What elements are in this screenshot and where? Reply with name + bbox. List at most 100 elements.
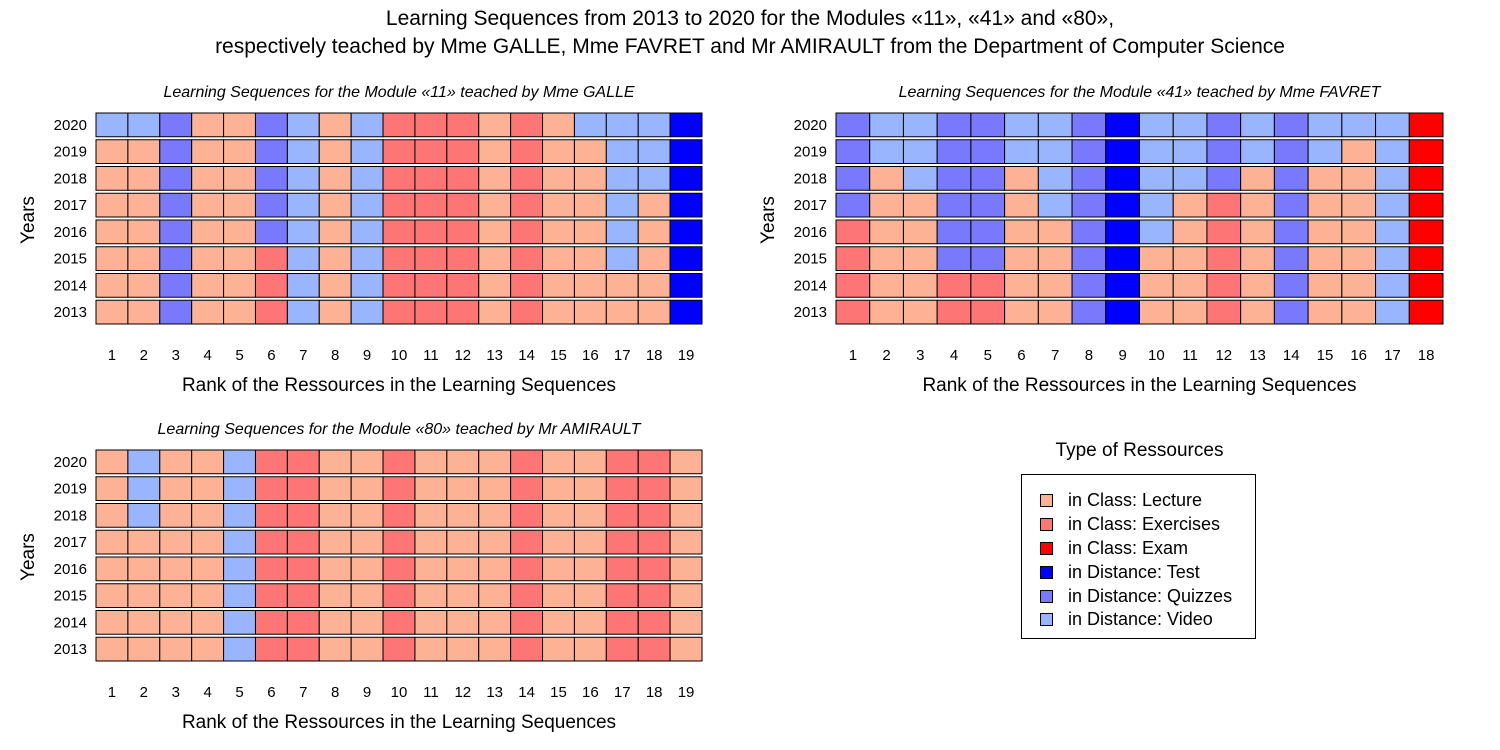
heatmap-cell [605, 503, 639, 528]
heatmap-cell [286, 610, 320, 635]
heatmap-cell [510, 610, 544, 635]
heatmap-cell [414, 610, 448, 635]
legend-item-exercises: in Class: Exercises [1022, 513, 1255, 537]
heatmap-cell [1375, 139, 1410, 164]
heatmap-cell [835, 299, 871, 325]
heatmap-cell [637, 583, 671, 608]
legend-item-video: in Distance: Video [1022, 608, 1255, 632]
heatmap-cell [573, 273, 607, 298]
heatmap-cell [350, 166, 384, 191]
heatmap-cell [573, 219, 607, 245]
heatmap-cell [902, 192, 938, 218]
y-tick-label: 2014 [794, 277, 827, 294]
heatmap-cell [1071, 246, 1107, 271]
heatmap-cell [1172, 112, 1208, 138]
x-tick-label: 3 [916, 347, 924, 364]
heatmap-cell [542, 556, 575, 582]
heatmap-cell [669, 299, 703, 325]
heatmap-cell [318, 476, 352, 501]
heatmap-cell [573, 166, 607, 191]
heatmap-cell [414, 503, 448, 528]
heatmap-cell [254, 112, 288, 138]
x-tick-label: 4 [950, 347, 958, 364]
heatmap-cell [286, 556, 320, 582]
heatmap-cell [350, 219, 384, 245]
heatmap-cell [605, 166, 639, 191]
x-tick-label: 3 [172, 684, 180, 701]
panel-title-3: Learning Sequences for the Module «80» t… [158, 421, 642, 438]
heatmap-cell [1071, 139, 1107, 164]
heatmap-cell [1105, 166, 1141, 191]
heatmap-cell [446, 299, 480, 325]
heatmap-cell [254, 139, 288, 164]
heatmap-cell [573, 192, 607, 218]
heatmap-cell [286, 449, 320, 475]
y-tick-label: 2015 [54, 588, 87, 605]
heatmap-cell [1071, 112, 1107, 138]
heatmap-cell [95, 273, 129, 298]
heatmap-cell [1375, 273, 1410, 298]
y-tick-label: 2015 [794, 251, 827, 268]
heatmap-cell [159, 192, 193, 218]
heatmap-cell [970, 139, 1006, 164]
heatmap-cell [414, 246, 448, 271]
heatmap-cell [318, 299, 352, 325]
heatmap-cell [350, 610, 384, 635]
y-axis-label-3: Years [18, 533, 39, 581]
heatmap-cell [669, 219, 703, 245]
heatmap-cell [573, 112, 607, 138]
heatmap-cell [637, 503, 671, 528]
heatmap-cell [446, 529, 480, 555]
heatmap-cell [159, 529, 193, 555]
x-tick-label: 13 [1249, 347, 1266, 364]
heatmap-cell [127, 503, 161, 528]
heatmap-cell [637, 476, 671, 501]
heatmap-cell [159, 636, 193, 662]
heatmap-cell [95, 166, 129, 191]
heatmap-cell [414, 636, 448, 662]
legend-swatch-lecture [1040, 494, 1053, 508]
heatmap-cell [286, 476, 320, 501]
heatmap-cell [542, 139, 575, 164]
heatmap-cell [1105, 219, 1141, 245]
heatmap-cell [1408, 246, 1444, 271]
heatmap-cell [1206, 112, 1242, 138]
heatmap-cell [573, 246, 607, 271]
heatmap-cell [573, 583, 607, 608]
heatmap-cell [835, 139, 871, 164]
heatmap-cell [669, 166, 703, 191]
heatmap-cell [1105, 246, 1141, 271]
heatmap-cell [223, 583, 256, 608]
x-tick-label: 8 [331, 347, 339, 364]
heatmap-cell [1071, 219, 1107, 245]
x-tick-label: 17 [614, 347, 631, 364]
heatmap-cell [318, 529, 352, 555]
heatmap-cell [510, 503, 544, 528]
heatmap-cell [869, 219, 904, 245]
heatmap-cell [414, 449, 448, 475]
x-tick-label: 4 [203, 347, 211, 364]
heatmap-cell [446, 246, 480, 271]
y-tick-label: 2018 [54, 170, 87, 187]
legend-swatch-exam [1040, 541, 1053, 555]
heatmap-cell [350, 529, 384, 555]
heatmap-cell [318, 583, 352, 608]
heatmap-cell [510, 449, 544, 475]
heatmap-cell [1341, 166, 1377, 191]
heatmap-cell [1273, 219, 1309, 245]
heatmap-cell [95, 636, 129, 662]
heatmap-cell [414, 299, 448, 325]
heatmap-cell [191, 139, 225, 164]
heatmap-cell [970, 246, 1006, 271]
heatmap-cell [1037, 192, 1073, 218]
x-tick-label: 12 [454, 684, 471, 701]
y-tick-label: 2019 [54, 144, 87, 161]
heatmap-cell [1139, 112, 1174, 138]
heatmap-cell [510, 139, 544, 164]
heatmap-cell [1273, 112, 1309, 138]
heatmap-cell [1172, 273, 1208, 298]
heatmap-cell [191, 636, 225, 662]
legend-swatch-video [1040, 613, 1053, 627]
heatmap-cell [510, 246, 544, 271]
heatmap-cell [191, 556, 225, 582]
